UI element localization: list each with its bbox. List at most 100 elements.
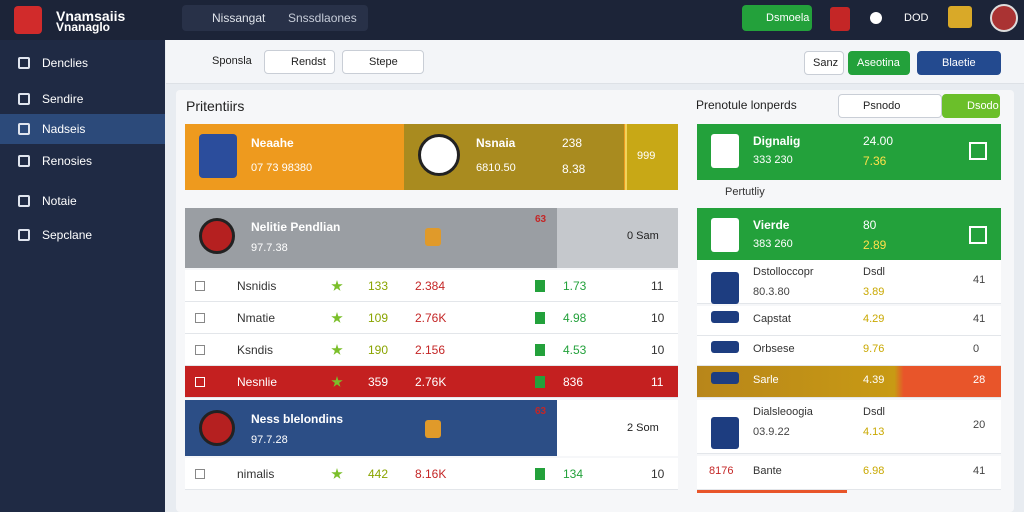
side-row[interactable]: Dialsleoogia 03.9.22 Dsdl 4.13 20 — [697, 400, 1001, 454]
nav-icon — [18, 229, 30, 241]
featured-card[interactable]: Neaahe 07 73 98380 Nsnaia 6810.50 238 8.38 999 — [185, 124, 678, 190]
nav-item[interactable]: Sepclane — [0, 220, 165, 250]
side-search[interactable]: Psnodo — [838, 94, 942, 118]
nav-icon — [18, 57, 30, 69]
odds: 109 — [368, 311, 389, 325]
team-logo — [711, 341, 739, 353]
nav-label: Renosies — [42, 154, 93, 168]
count: 11 — [651, 375, 664, 389]
odds: 2.156 — [415, 343, 446, 357]
action[interactable]: Aseotina — [848, 51, 910, 75]
group-badge: 63 — [535, 214, 547, 225]
team-sub: 80.3.80 — [753, 286, 790, 298]
count: 11 — [651, 279, 664, 293]
side-panel: Dignalig 333 230 24.00 7.36 Pertutliy Vierde 3… — [697, 124, 1001, 494]
top-button[interactable]: Dsmoela — [742, 5, 812, 31]
odds: 4.13 — [863, 426, 885, 438]
side-row[interactable]: Capstat 4.29 41 — [697, 306, 1001, 336]
logo-text: Vnanaglo — [56, 20, 111, 34]
group-icon — [425, 228, 441, 246]
side-row[interactable]: Orbsese 9.76 0 — [697, 336, 1001, 366]
home-icon — [969, 142, 987, 160]
star — [331, 312, 343, 323]
nav-item[interactable]: Nadseis — [0, 114, 165, 144]
star — [331, 468, 343, 479]
count: 41 — [973, 274, 986, 286]
team-sub: 6810.50 — [476, 162, 516, 174]
action[interactable]: Blaetie — [917, 51, 1001, 75]
filter[interactable]: Rendst — [264, 50, 335, 74]
side-row[interactable]: Sarle 4.39 28 — [697, 366, 1001, 398]
icon — [830, 7, 850, 31]
filter[interactable]: Sponsla — [212, 55, 252, 67]
side-row[interactable]: Dstolloccopr 80.3.80 Dsdl 3.89 41 — [697, 260, 1001, 304]
odds: 442 — [368, 467, 389, 481]
team-logo — [711, 417, 739, 449]
match-row[interactable]: Nmatie 109 2.76K 4.98 10 — [185, 302, 678, 334]
group-sub: 97.7.38 — [251, 242, 288, 254]
action[interactable]: Sanz — [804, 51, 844, 75]
odds: 4.29 — [863, 313, 885, 325]
checkbox — [195, 469, 205, 479]
team-name: Dignalig — [753, 134, 801, 148]
star — [331, 376, 343, 387]
match-row[interactable]: Ksndis 190 2.156 4.53 10 — [185, 334, 678, 366]
side-card[interactable]: Vierde 383 260 80 2.89 — [697, 208, 1001, 260]
team-name: Orbsese — [753, 343, 795, 355]
nav-item[interactable]: Denclies — [0, 48, 165, 78]
odds: 2.76K — [415, 311, 447, 325]
odds: 8.38 — [562, 162, 586, 176]
side-card[interactable]: Dignalig 333 230 24.00 7.36 — [697, 124, 1001, 180]
side-row[interactable]: Bante 8176 6.98 41 — [697, 456, 1001, 490]
featured-right: Nsnaia 6810.50 238 8.38 — [404, 124, 624, 190]
odds: 7.36 — [863, 154, 887, 168]
progress — [697, 490, 847, 493]
group-time: 0 Sam — [627, 230, 659, 242]
team-name: Capstat — [753, 313, 791, 325]
odds: 2.76K — [415, 375, 447, 389]
filter[interactable]: Stepe — [342, 50, 424, 74]
search-bar[interactable]: Nissangat Snssdlaones — [182, 5, 368, 31]
nav-label: Sepclane — [42, 228, 93, 242]
team-name: Vierde — [753, 218, 790, 232]
nav-icon — [18, 195, 30, 207]
nav-item[interactable]: Sendire — [0, 84, 165, 114]
count: 10 — [651, 467, 665, 481]
value: 24.00 — [863, 134, 894, 148]
nav-item[interactable]: Notaie — [0, 186, 165, 216]
team-logo — [711, 218, 739, 252]
group-time: 2 Som — [627, 422, 659, 434]
avatar[interactable] — [990, 4, 1018, 32]
nav-label: Sendire — [42, 92, 84, 106]
nav-item[interactable]: Renosies — [0, 146, 165, 176]
count: 10 — [651, 311, 665, 325]
odds: 238 — [562, 136, 583, 150]
search-placeholder: Nissangat — [212, 11, 266, 25]
match-row[interactable]: Nesnlie 359 2.76K 836 11 — [185, 366, 678, 398]
up-icon — [535, 312, 545, 324]
checkbox — [195, 281, 205, 291]
team-name: Sarle — [753, 374, 779, 386]
search-tab[interactable]: Snssdlaones — [288, 11, 357, 25]
odds: 2.89 — [863, 238, 887, 252]
group-name: Nelitie Pendlian — [251, 220, 341, 234]
team-logo — [711, 311, 739, 323]
match-row[interactable]: nimalis 442 8.16K 134 10 — [185, 458, 678, 490]
logo-icon — [14, 6, 42, 34]
toolbar: Sponsla Rendst Stepe Sanz Aseotina Blaet… — [166, 40, 1024, 84]
team-name: Bante — [753, 465, 782, 477]
side-button[interactable]: Dsodo — [942, 94, 1000, 118]
section-title: Pritentiirs — [186, 98, 245, 114]
group-right: 2 Som — [557, 400, 678, 456]
nav-label: Notaie — [42, 194, 77, 208]
group-header[interactable]: Ness blelondins 97.7.28 63 2 Som — [185, 400, 678, 456]
match-row[interactable]: Nsnidis 133 2.384 1.73 11 — [185, 270, 678, 302]
count: 41 — [973, 313, 986, 325]
odds: 3.89 — [863, 286, 885, 298]
nav-label: Nadseis — [42, 122, 86, 136]
team-name: Ksndis — [237, 343, 274, 357]
team-name: Neaahe — [251, 136, 294, 150]
group-header[interactable]: Nelitie Pendlian 97.7.38 63 0 Sam — [185, 208, 678, 268]
star — [331, 280, 343, 291]
icon — [870, 12, 882, 24]
